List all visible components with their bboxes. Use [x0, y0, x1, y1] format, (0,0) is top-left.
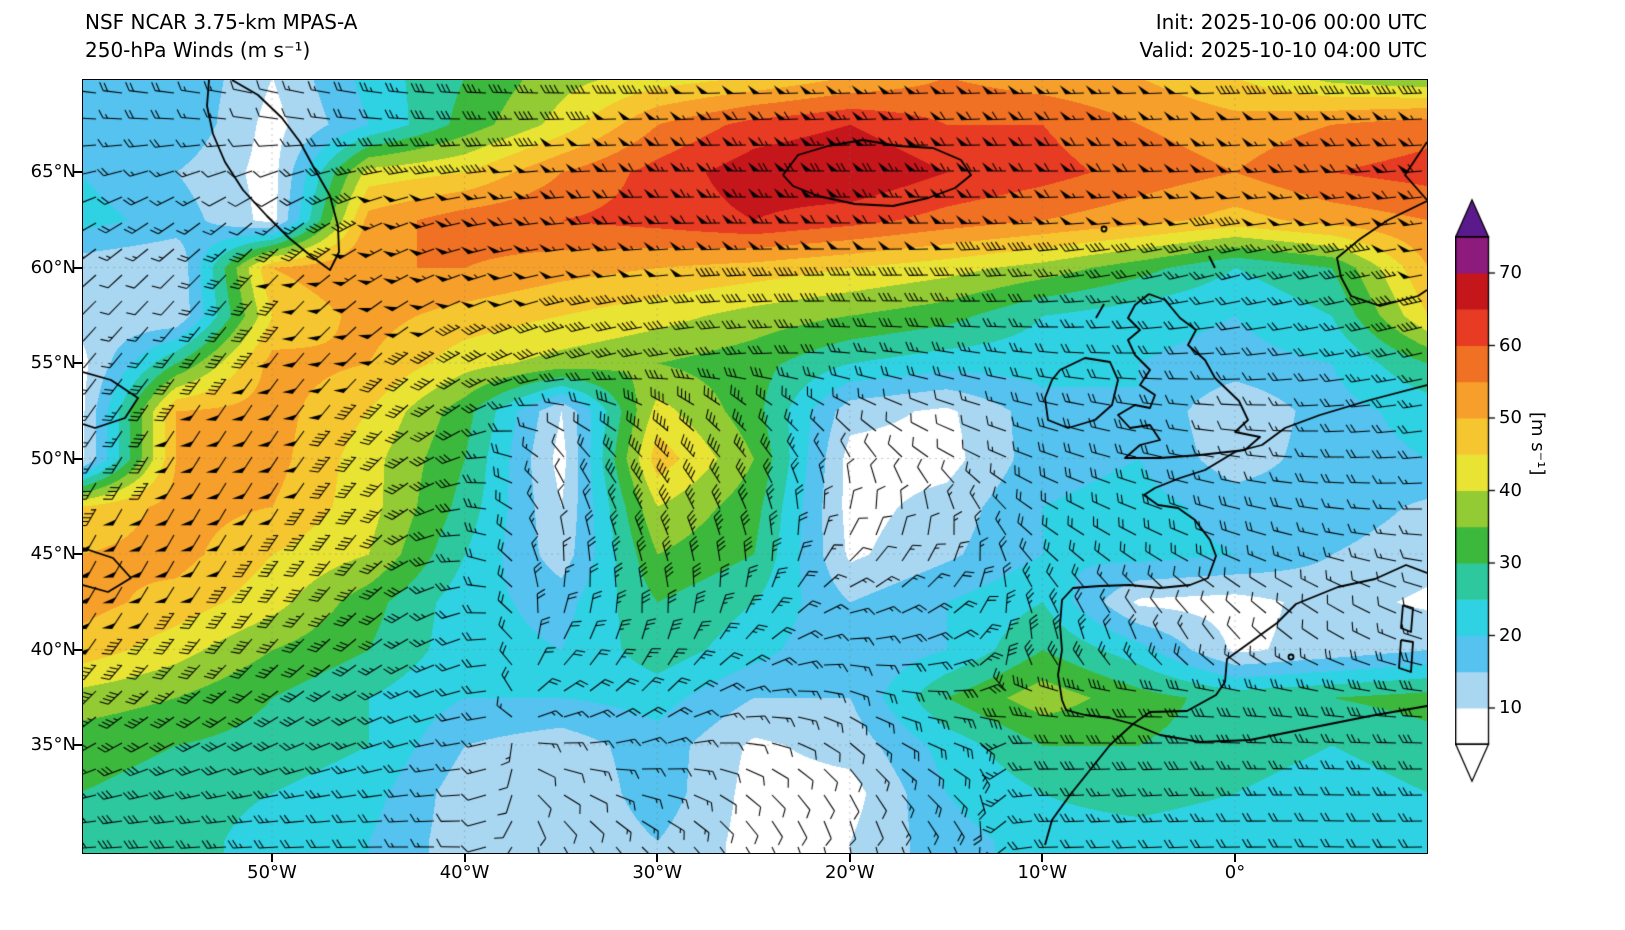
lon-tick-label: 50°W	[247, 862, 297, 883]
lat-tick-label: 50°N	[30, 447, 76, 469]
init-time: Init: 2025-10-06 00:00 UTC	[1155, 10, 1427, 34]
lon-tick-label: 0°	[1224, 862, 1246, 883]
colorbar	[1455, 197, 1499, 787]
field-title: 250-hPa Winds (m s⁻¹)	[85, 38, 311, 62]
colorbar-tick-label: 30	[1499, 552, 1522, 573]
lat-tick-label: 65°N	[30, 161, 76, 182]
wind-field-canvas	[83, 80, 1427, 853]
colorbar-tick-label: 60	[1499, 334, 1522, 356]
axis-tick	[656, 854, 659, 862]
lat-tick-label: 45°N	[30, 543, 76, 564]
colorbar-tick-label: 40	[1499, 479, 1522, 501]
axis-tick	[74, 744, 82, 746]
axis-tick	[74, 266, 82, 269]
lon-tick-label: 30°W	[632, 862, 683, 883]
lat-tick-label: 35°N	[30, 734, 76, 755]
axis-tick	[74, 362, 82, 364]
colorbar-unit-label: [m s⁻¹]	[1527, 412, 1548, 476]
axis-tick	[74, 553, 82, 555]
colorbar-tick-label: 70	[1499, 262, 1522, 283]
lon-tick-label: 20°W	[824, 862, 875, 883]
axis-tick	[463, 854, 466, 862]
lat-tick-label: 40°N	[30, 638, 76, 660]
axis-tick	[848, 854, 851, 862]
lat-tick-label: 60°N	[30, 256, 76, 278]
valid-time: Valid: 2025-10-10 04:00 UTC	[1139, 38, 1427, 62]
colorbar-tick-label: 10	[1499, 697, 1522, 718]
axis-tick	[271, 854, 273, 862]
axis-tick	[1041, 854, 1044, 862]
lat-tick-label: 55°N	[30, 352, 76, 373]
colorbar-tick-label: 50	[1499, 407, 1522, 428]
axis-tick	[1234, 854, 1236, 862]
colorbar-tick-label: 20	[1499, 624, 1522, 646]
lon-tick-label: 10°W	[1017, 862, 1068, 883]
model-title: NSF NCAR 3.75-km MPAS-A	[85, 10, 358, 34]
title-block: NSF NCAR 3.75-km MPAS-A 250-hPa Winds (m…	[85, 8, 357, 64]
lon-tick-label: 40°W	[439, 862, 490, 883]
validity-block: Init: 2025-10-06 00:00 UTC Valid: 2025-1…	[1139, 8, 1427, 64]
map-panel	[82, 79, 1428, 854]
axis-tick	[74, 457, 82, 460]
axis-tick	[74, 648, 82, 651]
axis-tick	[74, 171, 82, 173]
